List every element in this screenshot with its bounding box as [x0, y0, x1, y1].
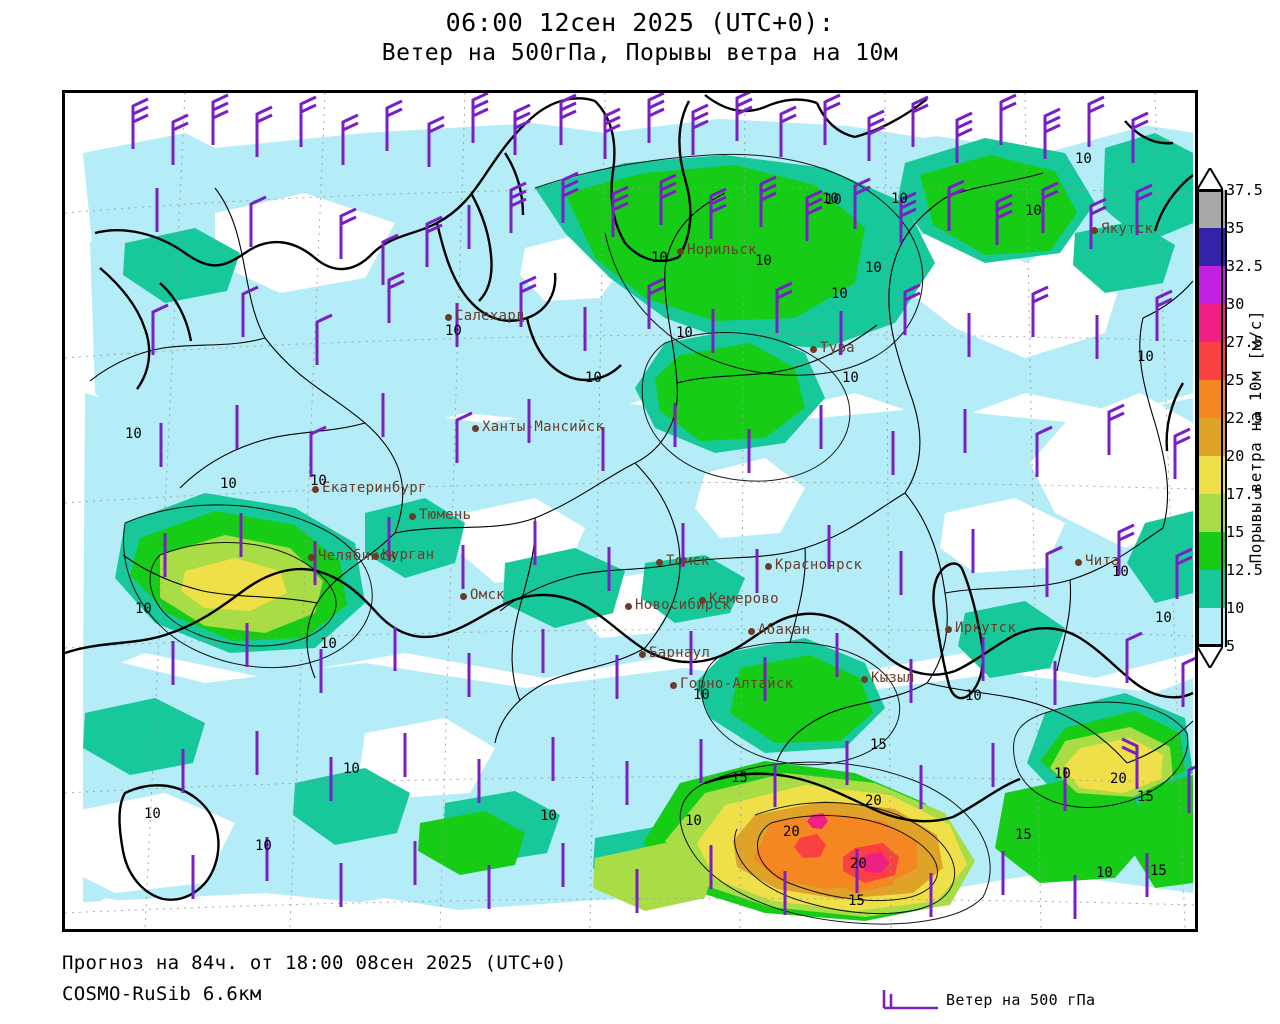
wind-barb-icon	[882, 990, 938, 1010]
colorbar-band-9	[1197, 532, 1227, 571]
forecast-variable-title: Ветер на 500гПа, Порывы ветра на 10м	[381, 40, 899, 66]
colorbar-band-4	[1197, 342, 1227, 381]
colorbar-band-6	[1197, 418, 1227, 457]
forecast-info-line: Прогноз на 84ч. от 18:00 08сен 2025 (UTC…	[62, 952, 567, 974]
colorbar-tick-label: 12.5	[1226, 561, 1263, 579]
colorbar-tick-label: 32.5	[1226, 257, 1263, 275]
colorbar-tick-label: 22.5	[1226, 409, 1263, 427]
gust-contours	[123, 153, 1189, 925]
weather-map[interactable]: Якутск Норильск Салехард Тура Ханты-Мансийск…	[62, 90, 1198, 932]
colorbar-tick-label: 27.5	[1226, 333, 1263, 351]
page-title: 06:00 12сен 2025 (UTC+0): Ветер на 500гП…	[0, 8, 1280, 68]
colorbar-band-10	[1197, 570, 1227, 609]
colorbar-band-0	[1197, 190, 1227, 229]
wind-barb-legend: Ветер на 500 гПа	[880, 986, 1095, 1014]
colorbar-band-1	[1197, 228, 1227, 267]
colorbar-axis-label: Порывы ветра на 10м [м/с]	[1246, 310, 1265, 564]
colorbar-band-8	[1197, 494, 1227, 533]
forecast-valid-time: 06:00 12сен 2025 (UTC+0):	[445, 8, 835, 37]
colorbar-tick-label: 10	[1226, 599, 1245, 617]
colorbar-band-2	[1197, 266, 1227, 305]
wind-barb-legend-label: Ветер на 500 гПа	[946, 991, 1096, 1009]
model-info-line: COSMO-RuSib 6.6км	[62, 983, 262, 1005]
colorbar-tick-label: 35	[1226, 219, 1245, 237]
coastline	[65, 94, 1194, 901]
colorbar-tick-label: 20	[1226, 447, 1245, 465]
colorbar-tick-label: 5	[1226, 637, 1236, 655]
colorbar[interactable]	[1195, 166, 1227, 670]
colorbar-over-cap	[1195, 166, 1225, 191]
colorbar-tick-label: 17.5	[1226, 485, 1263, 503]
colorbar-tick-label: 30	[1226, 295, 1245, 313]
colorbar-ticks: 37.5 35 32.5 30 27.5 25 22.5 20 17.5 15 12.5 10 5	[1226, 168, 1280, 668]
colorbar-band-5	[1197, 380, 1227, 419]
map-layers	[65, 93, 1195, 929]
map-canvas	[65, 93, 1195, 929]
colorbar-under-cap	[1195, 645, 1225, 670]
colorbar-band-11	[1197, 608, 1227, 647]
gust-band-27_5-30	[807, 813, 889, 873]
colorbar-tick-label: 15	[1226, 523, 1245, 541]
colorbar-band-3	[1197, 304, 1227, 343]
colorbar-band-7	[1197, 456, 1227, 495]
colorbar-tick-label: 25	[1226, 371, 1245, 389]
colorbar-tick-label: 37.5	[1226, 181, 1263, 199]
